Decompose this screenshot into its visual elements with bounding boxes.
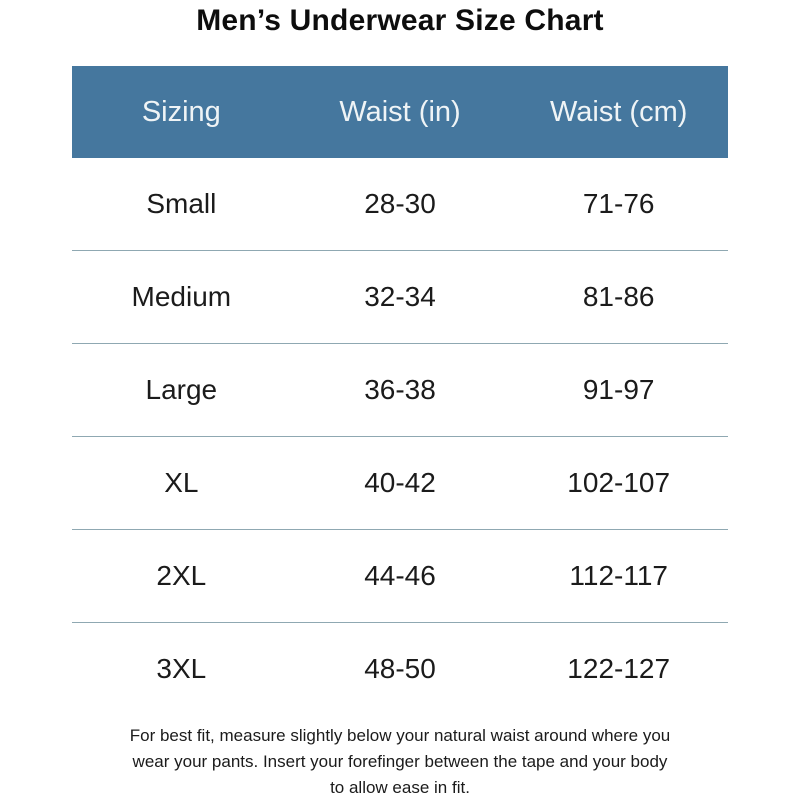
table-row-2xl: 2XL 44-46 112-117 [72, 529, 728, 622]
size-chart-table: Sizing Waist (in) Waist (cm) Small 28-30… [72, 66, 728, 715]
waist-in-cell: 40-42 [364, 467, 436, 498]
size-cell: XL [164, 467, 199, 498]
waist-cm-cell: 91-97 [582, 374, 655, 405]
column-header-waist-cm: Waist (cm) [549, 95, 688, 128]
table-row-small: Small 28-30 71-76 [72, 158, 728, 250]
fit-note: For best fit, measure slightly below you… [60, 723, 740, 800]
fit-note-line-1: For best fit, measure slightly below you… [129, 726, 671, 745]
waist-cm-cell: 112-117 [569, 560, 668, 591]
size-cell: Large [145, 374, 218, 405]
size-cell: Medium [131, 281, 232, 312]
fit-note-line-3: to allow ease in fit. [330, 778, 470, 797]
table-row-large: Large 36-38 91-97 [72, 343, 728, 436]
waist-cm-cell: 122-127 [567, 653, 671, 684]
column-header-sizing: Sizing [141, 95, 221, 128]
waist-in-cell: 32-34 [364, 281, 436, 312]
waist-cm-cell: 102-107 [567, 467, 671, 498]
fit-note-line-2: wear your pants. Insert your forefinger … [132, 752, 668, 771]
size-cell: 2XL [156, 560, 207, 591]
column-header-waist-in: Waist (in) [339, 95, 461, 128]
table-header-row: Sizing Waist (in) Waist (cm) [72, 66, 728, 158]
waist-in-cell: 48-50 [364, 653, 436, 684]
waist-in-cell: 44-46 [364, 560, 436, 591]
waist-cm-cell: 81-86 [582, 281, 655, 312]
table-row-medium: Medium 32-34 81-86 [72, 250, 728, 343]
waist-in-cell: 28-30 [364, 188, 436, 219]
size-cell: Small [146, 188, 217, 219]
table-row-xl: XL 40-42 102-107 [72, 436, 728, 529]
page-title: Men’s Underwear Size Chart [196, 4, 604, 37]
waist-in-cell: 36-38 [364, 374, 436, 405]
size-cell: 3XL [156, 653, 207, 684]
table-row-3xl: 3XL 48-50 122-127 [72, 622, 728, 715]
waist-cm-cell: 71-76 [582, 188, 655, 219]
